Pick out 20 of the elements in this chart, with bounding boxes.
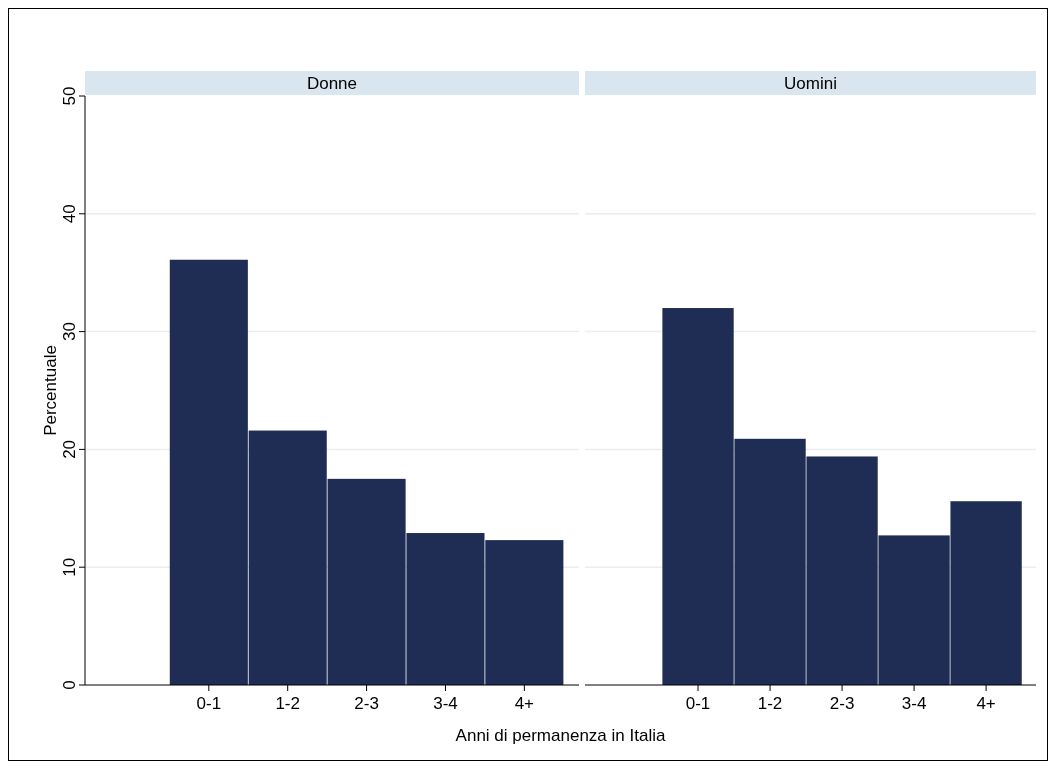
y-tick-label: 50: [60, 86, 79, 106]
y-tick-label: 30: [60, 322, 79, 342]
x-axis-title: Anni di permanenza in Italia: [455, 726, 666, 745]
x-tick-label: 0-1: [685, 694, 711, 713]
x-tick-label: 1-2: [275, 694, 300, 713]
x-tick-label: 1-2: [757, 694, 783, 713]
x-tick-label: 0-1: [196, 694, 222, 713]
x-tick-label: 4+: [976, 694, 996, 713]
x-tick-label: 4+: [514, 694, 535, 713]
x-tick-label: 3-4: [433, 694, 458, 713]
x-tick-label: 3-4: [901, 694, 927, 713]
y-tick-label: 10: [60, 557, 79, 577]
x-tick-label: 2-3: [829, 694, 855, 713]
y-tick-label: 40: [60, 204, 79, 224]
y-tick-label: 20: [60, 439, 79, 459]
y-axis-title: Percentuale: [41, 345, 60, 436]
chart-title: Uomini: [784, 74, 837, 93]
y-tick-label: 0: [60, 680, 79, 690]
chart-title: Donne: [306, 74, 358, 93]
x-tick-label: 2-3: [354, 694, 379, 713]
